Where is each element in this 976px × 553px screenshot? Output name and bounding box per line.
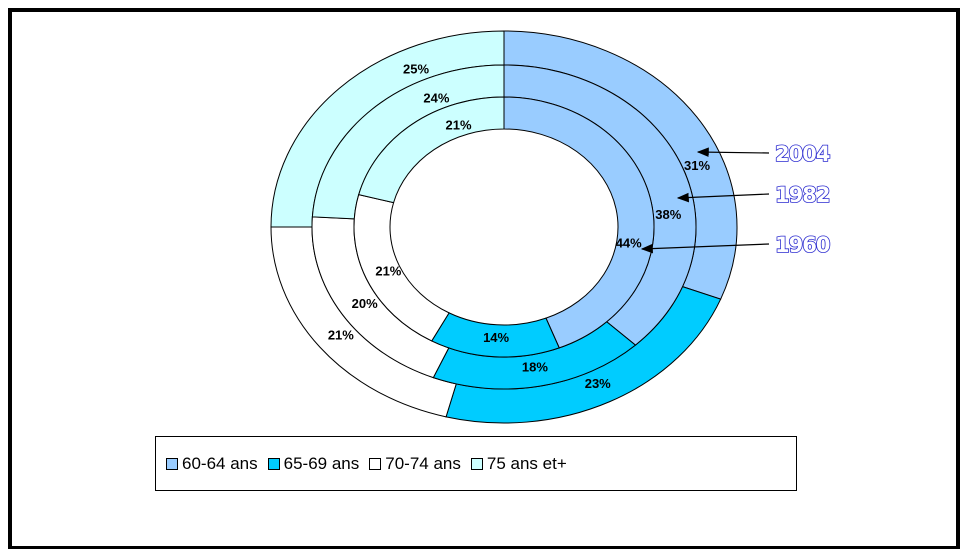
arrow-2004 <box>696 147 770 157</box>
legend-swatch <box>369 457 382 470</box>
label-2004-slice-3: 25% <box>403 62 429 77</box>
label-1982-slice-1: 18% <box>522 359 548 374</box>
ring-1960-slice-3 <box>358 96 505 204</box>
label-1960-slice-2: 21% <box>375 264 401 279</box>
legend-label: 75 ans et+ <box>486 453 567 473</box>
arrow-1960 <box>640 243 770 254</box>
arrow-1982 <box>676 192 770 203</box>
percent-labels-group: 44% 14% 21% 21% 38% 18% 20% 24% 31% 23% 21% 25% <box>328 62 711 391</box>
legend-item-70-74: 70-74 ans <box>369 454 461 474</box>
legend-label: 70-74 ans <box>385 453 461 473</box>
legend-label: 65-69 ans <box>283 453 360 473</box>
label-2004-slice-1: 23% <box>585 376 611 391</box>
label-1960-slice-3: 21% <box>445 117 471 132</box>
legend-item-65-69: 65-69 ans <box>267 453 360 474</box>
label-1982-slice-3: 24% <box>423 90 449 105</box>
label-1982-slice-2: 20% <box>352 296 378 311</box>
label-1960-slice-1: 14% <box>483 330 509 345</box>
legend-item-60-64: 60-64 ans <box>166 454 258 474</box>
legend: 60-64 ans 65-69 ans 70-74 ans 75 ans et+ <box>155 436 797 491</box>
year-labels-group: 1960 1982 2004 <box>774 141 831 258</box>
label-1960-slice-0: 44% <box>616 236 642 251</box>
label-2004-slice-2: 21% <box>328 327 354 342</box>
legend-label: 60-64 ans <box>182 453 258 473</box>
legend-item-75-plus: 75 ans et+ <box>470 453 567 474</box>
ring-1960-slice-0 <box>503 96 655 349</box>
legend-swatch <box>470 457 483 470</box>
rings-group <box>270 30 738 424</box>
arrows-group <box>640 147 770 254</box>
label-2004-slice-0: 31% <box>684 158 710 173</box>
legend-swatch <box>267 457 280 470</box>
year-label-2004: 2004 <box>775 142 830 166</box>
legend-swatch <box>166 457 178 470</box>
year-label-1960: 1960 <box>775 233 830 257</box>
year-label-1982: 1982 <box>775 183 829 207</box>
label-1982-slice-0: 38% <box>655 207 681 222</box>
